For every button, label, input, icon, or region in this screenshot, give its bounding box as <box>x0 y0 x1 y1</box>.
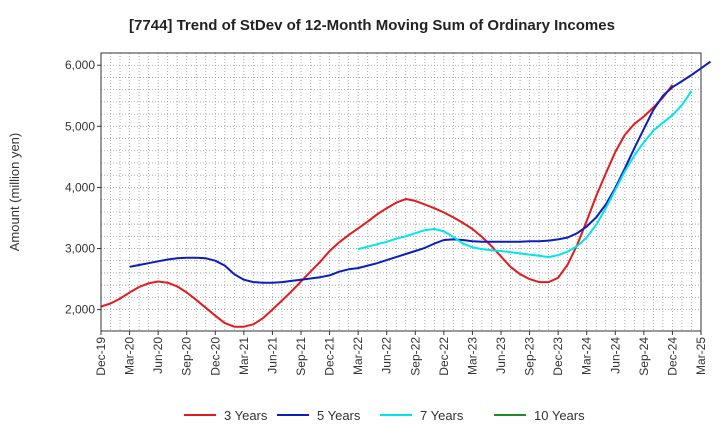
y-tick-label: 6,000 <box>65 58 95 72</box>
x-tick-label: Mar-24 <box>580 337 594 375</box>
x-tick-label: Mar-20 <box>123 337 137 375</box>
x-tick-label: Dec-24 <box>665 337 679 376</box>
legend: 3 Years 5 Years 7 Years 10 Years <box>184 408 585 423</box>
legend-label: 5 Years <box>317 408 361 423</box>
x-tick-label: Sep-20 <box>180 337 194 376</box>
plot-frame <box>100 52 702 332</box>
legend-label: 10 Years <box>534 408 585 423</box>
y-axis-label: Amount (million yen) <box>7 133 22 252</box>
x-tick-label: Dec-23 <box>551 337 565 376</box>
y-ticks: 2,000 3,000 4,000 5,000 6,000 <box>65 58 101 317</box>
x-ticks: Dec-19 Mar-20 Jun-20 Sep-20 Dec-20 Mar-21 Jun-… <box>94 331 708 376</box>
x-tick-label: Jun-21 <box>265 337 279 374</box>
x-tick-label: Jun-23 <box>494 337 508 374</box>
series-line-7-years <box>357 90 693 259</box>
x-tick-label: Mar-23 <box>465 337 479 375</box>
x-tick-label: Mar-25 <box>694 337 708 375</box>
x-tick-label: Mar-21 <box>237 337 251 375</box>
grid <box>100 53 702 331</box>
legend-label: 7 Years <box>420 408 464 423</box>
y-tick-label: 2,000 <box>65 303 95 317</box>
x-tick-label: Dec-19 <box>94 337 108 376</box>
x-tick-label: Jun-24 <box>608 337 622 374</box>
x-tick-label: Jun-20 <box>151 337 165 374</box>
x-tick-label: Dec-21 <box>323 337 337 376</box>
y-tick-label: 3,000 <box>65 242 95 256</box>
x-tick-label: Dec-22 <box>437 337 451 376</box>
y-tick-label: 5,000 <box>65 119 95 133</box>
x-tick-label: Sep-21 <box>294 337 308 376</box>
y-tick-label: 4,000 <box>65 180 95 194</box>
series-layer <box>100 60 712 328</box>
x-tick-label: Jun-22 <box>380 337 394 374</box>
series-line-5-years <box>129 60 712 284</box>
x-tick-label: Dec-20 <box>208 337 222 376</box>
chart-title: [7744] Trend of StDev of 12-Month Moving… <box>129 17 615 34</box>
x-tick-label: Sep-23 <box>523 337 537 376</box>
x-tick-label: Sep-22 <box>408 337 422 376</box>
x-tick-label: Sep-24 <box>637 337 651 376</box>
x-tick-label: Mar-22 <box>351 337 365 375</box>
legend-label: 3 Years <box>224 408 268 423</box>
